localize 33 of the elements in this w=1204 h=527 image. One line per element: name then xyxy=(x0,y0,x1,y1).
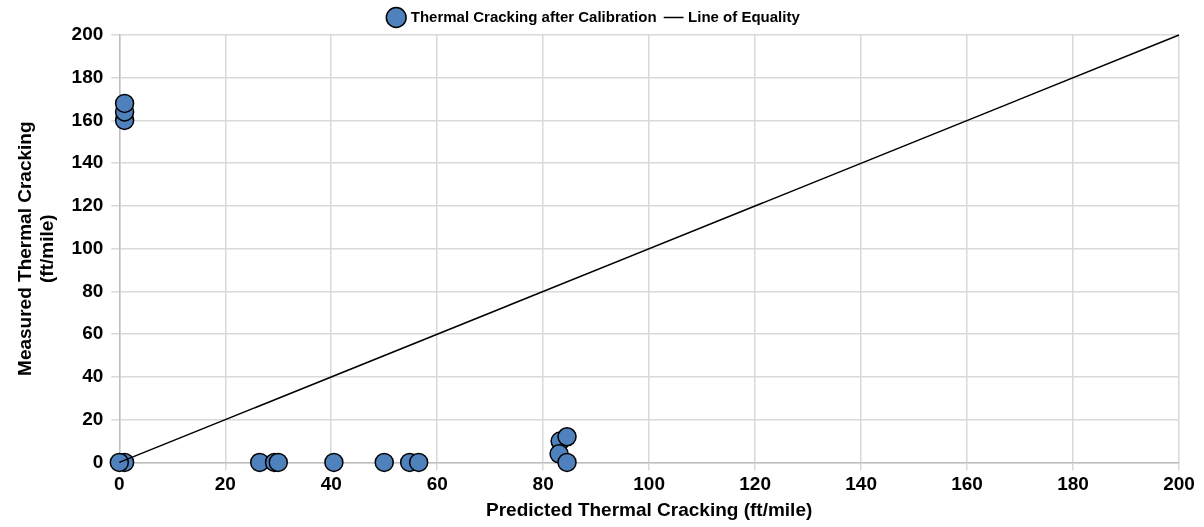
y-tick-label: 60 xyxy=(82,322,104,344)
point xyxy=(114,93,135,114)
point xyxy=(557,452,577,473)
x-tick-label: 60 xyxy=(426,473,448,495)
x-tick-label: 20 xyxy=(214,473,236,495)
x-tick-label: 140 xyxy=(845,473,877,495)
y-tick-label: 200 xyxy=(71,23,104,45)
y-axis-title: Measured Thermal Cracking (ft/mile) xyxy=(13,121,58,376)
point xyxy=(109,452,130,473)
y-tick-label: 180 xyxy=(71,65,104,87)
y-tick-label: 80 xyxy=(82,279,104,301)
x-tick-label: 200 xyxy=(1163,473,1195,495)
point xyxy=(324,452,344,473)
x-tick-label: 80 xyxy=(532,473,554,495)
x-tick-label: 120 xyxy=(739,473,771,495)
y-tick-label: 120 xyxy=(71,194,104,216)
x-tick-label: 40 xyxy=(320,473,342,495)
y-tick-label: 0 xyxy=(92,450,104,472)
x-axis-title: Predicted Thermal Cracking (ft/mile) xyxy=(486,498,813,520)
y-tick-label: 140 xyxy=(71,151,104,173)
legend-label: Thermal Cracking after Calibration xyxy=(410,7,657,25)
x-tick-label: 160 xyxy=(951,473,983,495)
point xyxy=(557,427,577,447)
y-tick-label: 40 xyxy=(82,365,104,387)
y-tick-label: 160 xyxy=(71,108,104,130)
point xyxy=(408,452,429,473)
legend-label: Line of Equality xyxy=(688,7,801,25)
y-tick-label: 20 xyxy=(82,407,104,429)
x-tick-label: 180 xyxy=(1057,473,1089,495)
point xyxy=(374,452,394,473)
x-tick-label: 100 xyxy=(633,473,665,495)
y-tick-label: 100 xyxy=(71,236,104,258)
x-tick-label: 0 xyxy=(114,473,125,495)
